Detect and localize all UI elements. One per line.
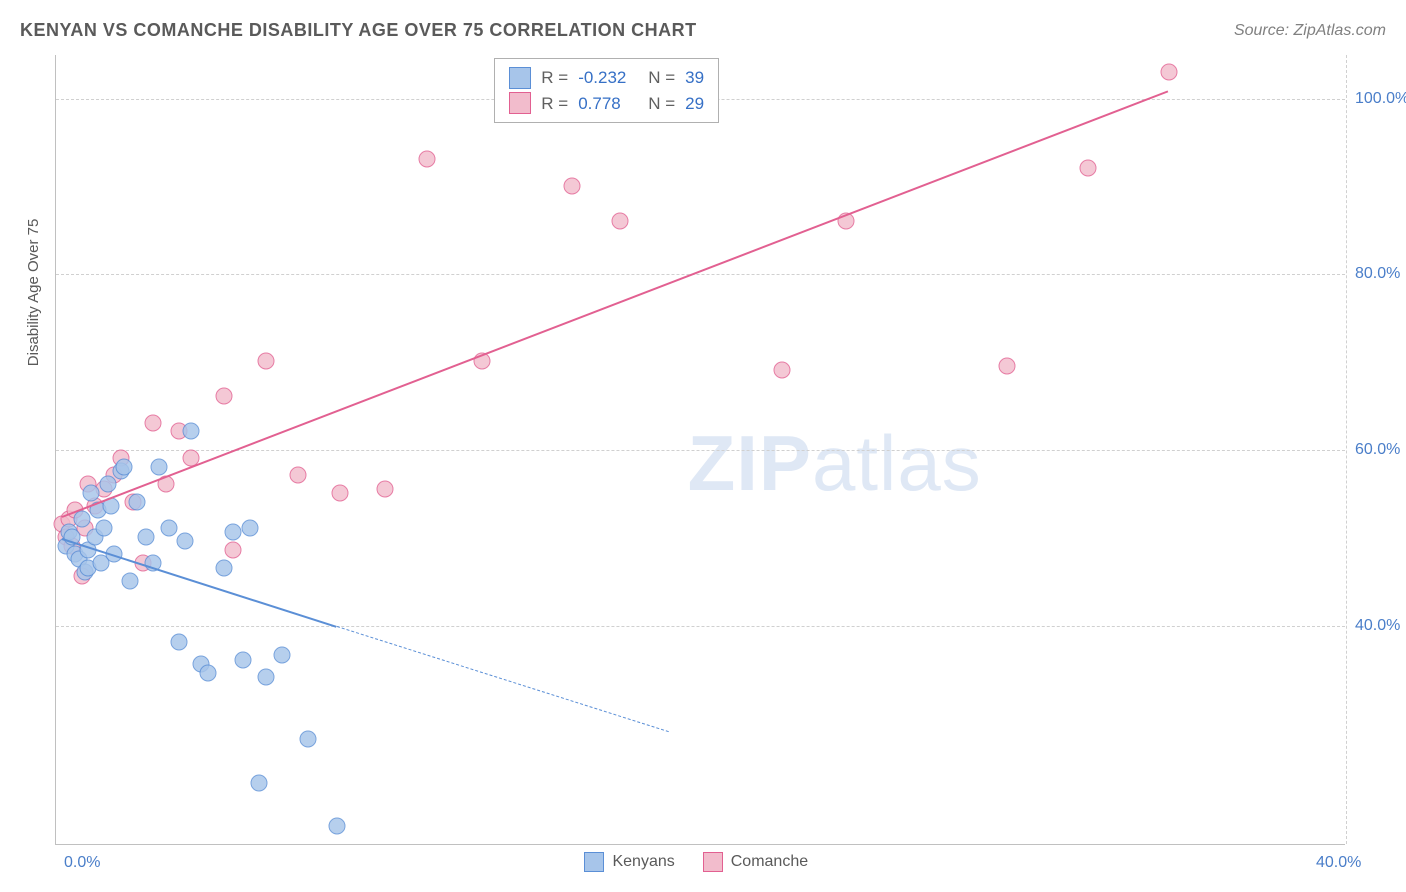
data-point-comanche <box>289 467 306 484</box>
data-point-kenyans <box>251 774 268 791</box>
y-tick-label: 80.0% <box>1355 265 1406 283</box>
data-point-kenyans <box>151 458 168 475</box>
data-point-kenyans <box>328 818 345 835</box>
scatter-plot: ZIPatlas40.0%60.0%80.0%100.0%0.0%40.0%R … <box>55 55 1345 845</box>
y-tick-label: 40.0% <box>1355 617 1406 635</box>
data-point-kenyans <box>235 651 252 668</box>
legend-swatch-icon <box>509 67 531 89</box>
data-point-kenyans <box>115 458 132 475</box>
data-point-kenyans <box>122 572 139 589</box>
data-point-kenyans <box>241 520 258 537</box>
legend-item-kenyans: Kenyans <box>584 852 674 872</box>
data-point-comanche <box>773 362 790 379</box>
data-point-comanche <box>1080 160 1097 177</box>
legend-swatch-icon <box>703 852 723 872</box>
y-tick-label: 60.0% <box>1355 441 1406 459</box>
data-point-comanche <box>612 212 629 229</box>
trend-line <box>62 538 337 628</box>
y-axis-label: Disability Age Over 75 <box>25 219 42 367</box>
data-point-kenyans <box>215 559 232 576</box>
legend-item-comanche: Comanche <box>703 852 808 872</box>
corr-row-comanche: R =0.778N =29 <box>509 91 704 117</box>
data-point-kenyans <box>138 528 155 545</box>
gridline-vertical <box>1346 55 1347 844</box>
data-point-kenyans <box>83 484 100 501</box>
trend-line <box>336 626 668 732</box>
data-point-kenyans <box>225 524 242 541</box>
data-point-kenyans <box>170 634 187 651</box>
chart-title: KENYAN VS COMANCHE DISABILITY AGE OVER 7… <box>20 20 697 41</box>
y-tick-label: 100.0% <box>1355 90 1406 108</box>
legend-swatch-icon <box>584 852 604 872</box>
data-point-kenyans <box>160 520 177 537</box>
data-point-comanche <box>257 353 274 370</box>
corr-row-kenyans: R =-0.232N =39 <box>509 65 704 91</box>
data-point-comanche <box>418 151 435 168</box>
source-attribution: Source: ZipAtlas.com <box>1234 22 1386 40</box>
data-point-comanche <box>331 484 348 501</box>
gridline-horizontal <box>56 450 1345 451</box>
series-legend: Kenyans Comanche <box>584 852 808 872</box>
data-point-kenyans <box>177 533 194 550</box>
data-point-comanche <box>564 177 581 194</box>
data-point-kenyans <box>73 511 90 528</box>
data-point-kenyans <box>299 730 316 747</box>
data-point-kenyans <box>257 669 274 686</box>
watermark: ZIPatlas <box>688 418 982 509</box>
data-point-kenyans <box>99 476 116 493</box>
data-point-kenyans <box>199 664 216 681</box>
trend-line <box>62 90 1169 518</box>
correlation-legend: R =-0.232N =39R =0.778N =29 <box>494 58 719 123</box>
data-point-kenyans <box>183 423 200 440</box>
data-point-kenyans <box>273 647 290 664</box>
data-point-comanche <box>215 388 232 405</box>
data-point-comanche <box>225 541 242 558</box>
gridline-horizontal <box>56 274 1345 275</box>
data-point-kenyans <box>128 493 145 510</box>
data-point-comanche <box>144 414 161 431</box>
data-point-comanche <box>376 480 393 497</box>
x-tick-label: 0.0% <box>64 854 100 872</box>
data-point-kenyans <box>96 520 113 537</box>
legend-swatch-icon <box>509 92 531 114</box>
gridline-horizontal <box>56 626 1345 627</box>
data-point-comanche <box>999 357 1016 374</box>
x-tick-label: 40.0% <box>1316 854 1361 872</box>
data-point-comanche <box>1160 63 1177 80</box>
